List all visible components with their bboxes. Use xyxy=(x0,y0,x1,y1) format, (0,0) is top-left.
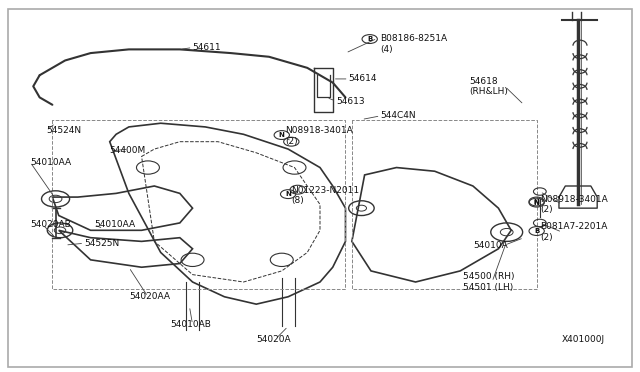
Text: 54020AB: 54020AB xyxy=(30,220,71,229)
Text: 54613: 54613 xyxy=(336,97,365,106)
Text: 54400M: 54400M xyxy=(109,147,146,155)
Text: 54020A: 54020A xyxy=(256,335,291,344)
Text: B08186-8251A
(4): B08186-8251A (4) xyxy=(381,34,447,54)
Text: 54010AB: 54010AB xyxy=(170,320,211,329)
Text: B: B xyxy=(367,36,372,42)
Text: N: N xyxy=(534,200,540,206)
Text: 54525N: 54525N xyxy=(84,239,120,248)
Text: 54500 (RH)
54501 (LH): 54500 (RH) 54501 (LH) xyxy=(463,272,515,292)
Text: 54614: 54614 xyxy=(349,74,377,83)
Text: N08918-3401A
(2): N08918-3401A (2) xyxy=(285,126,353,146)
Text: B081A7-2201A
(2): B081A7-2201A (2) xyxy=(540,222,607,242)
Text: 544C4N: 544C4N xyxy=(381,111,416,121)
Text: 54611: 54611 xyxy=(193,43,221,52)
Text: 54010AA: 54010AA xyxy=(30,157,71,167)
Text: N01223-N2011
(8): N01223-N2011 (8) xyxy=(291,186,360,205)
Text: N08918-3401A
(2): N08918-3401A (2) xyxy=(540,195,607,214)
Text: 54618
(RH&LH): 54618 (RH&LH) xyxy=(470,77,509,96)
FancyBboxPatch shape xyxy=(8,9,632,367)
Text: N: N xyxy=(534,199,540,205)
Text: 54010A: 54010A xyxy=(473,241,508,250)
Text: X401000J: X401000J xyxy=(562,335,605,344)
Text: B: B xyxy=(534,228,540,234)
Text: N: N xyxy=(279,132,285,138)
Text: 54020AA: 54020AA xyxy=(129,292,170,301)
Text: N: N xyxy=(285,191,291,197)
Text: 54010AA: 54010AA xyxy=(94,220,135,229)
Text: 54524N: 54524N xyxy=(46,126,81,135)
